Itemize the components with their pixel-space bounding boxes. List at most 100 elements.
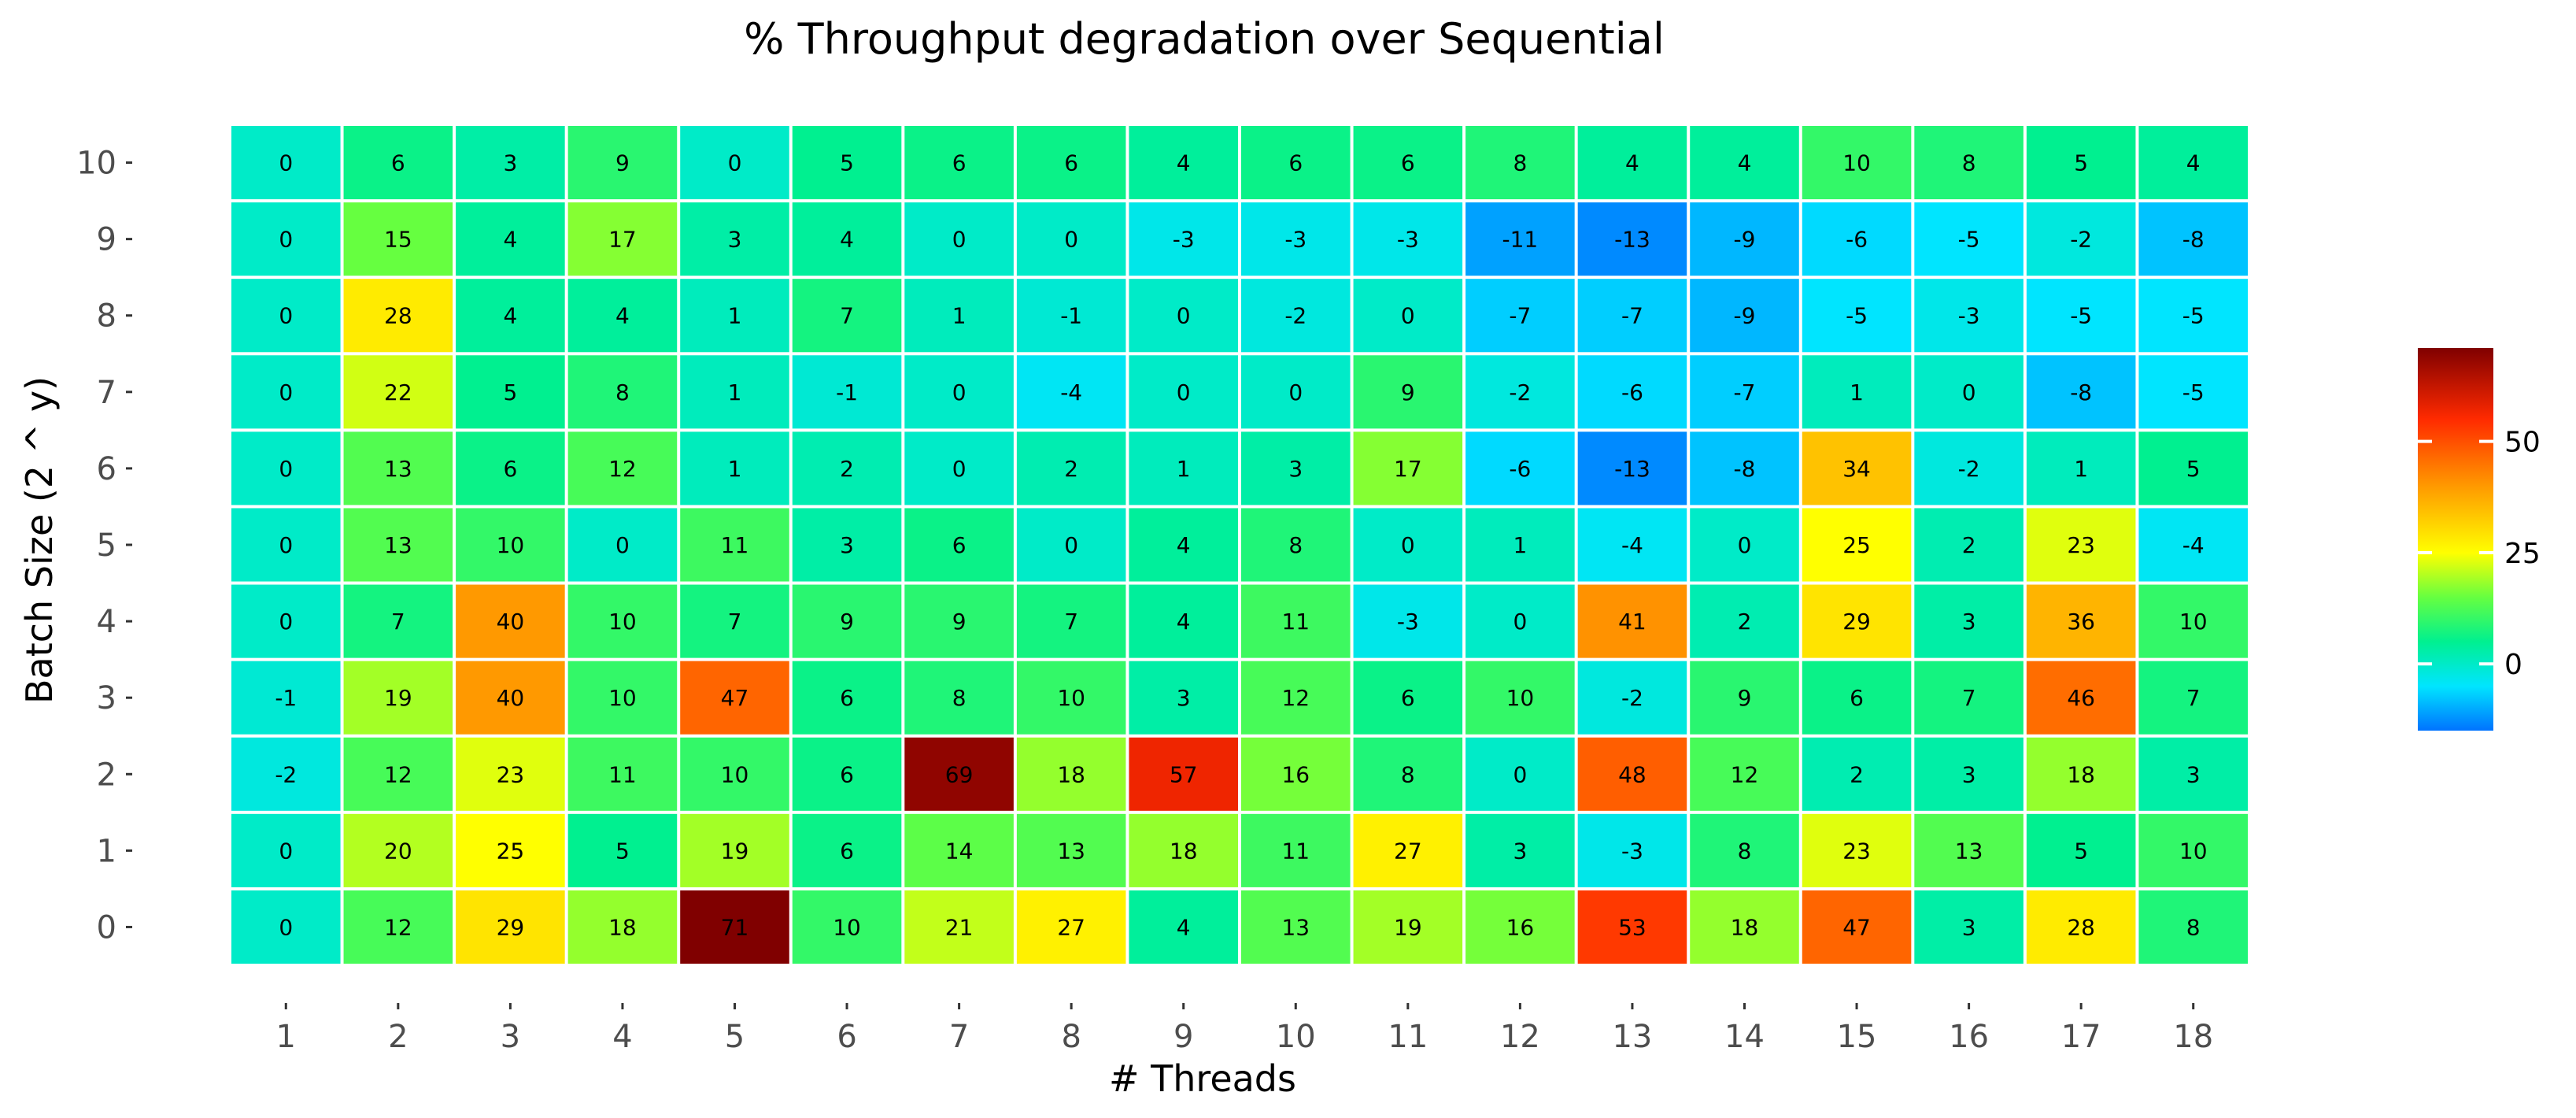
x-tick-label: 15	[1837, 1019, 1877, 1055]
heatmap-cell	[231, 355, 341, 429]
cell-value-label: 20	[384, 838, 412, 864]
heatmap-cell	[567, 813, 678, 887]
heatmap-cell	[231, 661, 341, 735]
cell-value-label: 8	[2186, 914, 2201, 940]
heatmap-cell	[231, 890, 341, 964]
cell-value-label: 6	[1064, 150, 1078, 176]
legend-colorbar	[2418, 348, 2493, 731]
cell-value-label: 1	[952, 303, 966, 329]
cell-value-label: 2	[1064, 456, 1078, 482]
cell-value-label: -3	[1397, 227, 1419, 253]
heatmap-cell	[1016, 126, 1126, 200]
cell-value-label: 8	[1401, 761, 1415, 787]
cell-value-label: -3	[1397, 609, 1419, 635]
heatmap-cell	[456, 126, 565, 200]
cell-value-label: -13	[1614, 227, 1650, 253]
heatmap-cell	[1129, 508, 1238, 582]
heatmap-cell	[1577, 661, 1687, 735]
cell-value-label: 0	[1064, 227, 1078, 253]
cell-value-label: 8	[615, 379, 630, 405]
cell-value-label: 8	[1513, 150, 1527, 176]
heatmap-cell	[680, 126, 789, 200]
heatmap-cell	[343, 813, 453, 887]
heatmap-cell	[1353, 279, 1463, 353]
heatmap-cell	[1016, 279, 1126, 353]
heatmap-cell	[1241, 584, 1351, 658]
heatmap-cell	[1690, 126, 1799, 200]
heatmap-cell	[1465, 813, 1575, 887]
cell-value-label: 9	[615, 150, 630, 176]
heatmap-cell	[680, 737, 789, 811]
heatmap-cell	[1241, 508, 1351, 582]
heatmap-cell	[343, 890, 453, 964]
cell-value-label: 2	[1850, 761, 1864, 787]
heatmap-cell	[456, 431, 565, 505]
y-tick-label: 10	[76, 146, 116, 182]
cell-value-label: 4	[840, 227, 854, 253]
x-tick-label: 16	[1949, 1019, 1989, 1055]
heatmap-cell	[904, 737, 1014, 811]
cell-value-label: 12	[1281, 685, 1310, 711]
cell-value-label: 19	[721, 838, 749, 864]
cell-value-label: 16	[1506, 914, 1535, 940]
cell-value-label: 7	[1962, 685, 1976, 711]
cell-value-label: -1	[1060, 303, 1082, 329]
cell-value-label: 19	[384, 685, 412, 711]
cell-value-label: 0	[1177, 303, 1191, 329]
heatmap-cell	[1914, 813, 2023, 887]
heatmap-cell	[1129, 279, 1238, 353]
heatmap-cell	[1129, 813, 1238, 887]
cell-value-label: -5	[2182, 303, 2205, 329]
heatmap-cell	[231, 279, 341, 353]
heatmap-cell	[1465, 737, 1575, 811]
heatmap-cell	[1129, 126, 1238, 200]
cell-value-label: 0	[1401, 532, 1415, 558]
heatmap-cell	[1802, 126, 1912, 200]
heatmap-cell	[1016, 661, 1126, 735]
cell-value-label: -8	[2182, 227, 2205, 253]
cell-value-label: 57	[1170, 761, 1198, 787]
y-axis-ticks: 0 1 2 3 4 5 6 7 8 9 10	[76, 146, 132, 946]
heatmap-cell	[567, 202, 678, 276]
heatmap-cell	[1465, 202, 1575, 276]
cell-value-label: 47	[1842, 914, 1871, 940]
cell-value-label: 4	[503, 303, 517, 329]
heatmap-cell	[1465, 508, 1575, 582]
heatmap-cell	[792, 431, 902, 505]
cell-value-label: 10	[2179, 609, 2208, 635]
y-tick-label: 4	[97, 604, 116, 640]
heatmap-cell	[904, 584, 1014, 658]
cell-value-label: -2	[1509, 379, 1531, 405]
cell-value-label: 12	[1731, 761, 1759, 787]
heatmap-cell	[2026, 737, 2136, 811]
heatmap-cell	[231, 508, 341, 582]
cell-value-label: 10	[608, 685, 637, 711]
cell-value-label: 40	[497, 609, 525, 635]
heatmap-cell	[792, 279, 902, 353]
heatmap-cell	[567, 279, 678, 353]
x-tick-label: 18	[2173, 1019, 2213, 1055]
heatmap-cell	[1353, 890, 1463, 964]
heatmap-cell	[1129, 890, 1238, 964]
heatmap-cell	[1577, 431, 1687, 505]
cell-value-label: 5	[840, 150, 854, 176]
heatmap-cell	[1465, 890, 1575, 964]
x-tick-label: 14	[1724, 1019, 1765, 1055]
cell-value-label: 6	[1850, 685, 1864, 711]
heatmap-cell	[231, 202, 341, 276]
heatmap-cell	[680, 202, 789, 276]
cell-value-label: 3	[1962, 609, 1976, 635]
cell-value-label: 0	[952, 227, 966, 253]
cell-value-label: 10	[497, 532, 525, 558]
cell-value-label: 3	[503, 150, 517, 176]
cell-value-label: 23	[2067, 532, 2095, 558]
cell-value-label: 46	[2067, 685, 2095, 711]
heatmap-cell	[1802, 584, 1912, 658]
cell-value-label: 48	[1618, 761, 1646, 787]
cell-value-label: -6	[1509, 456, 1531, 482]
heatmap-cell	[343, 584, 453, 658]
cell-value-label: 10	[1842, 150, 1871, 176]
heatmap-cell	[1690, 813, 1799, 887]
cell-value-label: 11	[1281, 838, 1310, 864]
cell-value-label: 1	[728, 456, 742, 482]
